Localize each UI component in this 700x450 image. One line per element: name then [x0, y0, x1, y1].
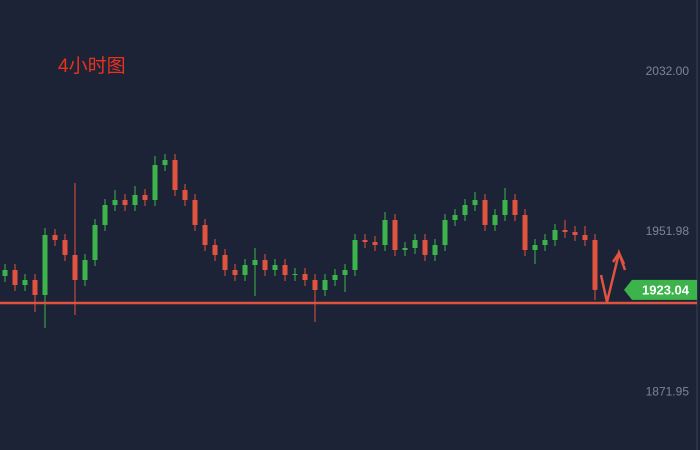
- candle-body: [262, 260, 268, 270]
- candle-body: [462, 205, 468, 215]
- candle-body: [252, 260, 258, 265]
- candle-body: [22, 280, 28, 285]
- last-price-tag: [624, 279, 697, 300]
- candle-body: [522, 215, 528, 250]
- candle-body: [282, 265, 288, 275]
- candle-body: [2, 270, 8, 276]
- candle-body: [362, 240, 368, 242]
- candle-body: [572, 232, 578, 235]
- candle-body: [472, 200, 478, 205]
- candle-body: [302, 274, 308, 280]
- candle-body: [372, 242, 378, 245]
- candle-body: [122, 200, 128, 205]
- candle-body: [442, 220, 448, 245]
- candle-body: [192, 200, 198, 225]
- candle-body: [482, 200, 488, 225]
- candle-body: [432, 245, 438, 255]
- arrow-head: [611, 250, 626, 265]
- candle-body: [542, 240, 548, 245]
- candle-body: [42, 235, 48, 295]
- candle-body: [92, 225, 98, 260]
- candle-body: [272, 265, 278, 270]
- candle-body: [72, 255, 78, 280]
- candle-body: [182, 190, 188, 200]
- candle-body: [552, 230, 558, 240]
- candle-body: [52, 235, 58, 240]
- candle-body: [222, 255, 228, 270]
- y-tick-label: 2032.00: [646, 64, 690, 78]
- candle-body: [242, 265, 248, 275]
- candle-body: [392, 220, 398, 250]
- candle-body: [382, 220, 388, 245]
- candle-body: [62, 240, 68, 255]
- candle-body: [582, 235, 588, 240]
- candle-body: [512, 200, 518, 215]
- last-price-label: 1923.04: [642, 282, 690, 297]
- y-tick-label: 1951.98: [646, 224, 690, 238]
- candle-body: [32, 280, 38, 295]
- candles: [2, 154, 598, 328]
- candle-body: [592, 240, 598, 290]
- candle-body: [102, 205, 108, 225]
- chart-title: 4小时图: [58, 55, 126, 77]
- candle-body: [212, 245, 218, 255]
- candle-body: [332, 275, 338, 280]
- candle-body: [492, 215, 498, 225]
- candle-body: [152, 165, 158, 200]
- candle-body: [162, 160, 168, 165]
- candle-body: [172, 160, 178, 190]
- candle-body: [112, 200, 118, 205]
- candle-body: [342, 270, 348, 275]
- candle-body: [312, 280, 318, 290]
- candle-body: [142, 195, 148, 200]
- candle-body: [202, 225, 208, 245]
- candle-body: [562, 230, 568, 232]
- candle-body: [82, 260, 88, 280]
- candle-body: [412, 240, 418, 248]
- candle-body: [292, 274, 298, 275]
- candle-body: [532, 245, 538, 250]
- y-tick-label: 1871.95: [646, 384, 690, 398]
- candle-body: [12, 270, 18, 285]
- candle-body: [232, 270, 238, 275]
- candle-body: [502, 200, 508, 215]
- candle-body: [422, 240, 428, 255]
- candle-body: [402, 248, 408, 250]
- candle-body: [452, 215, 458, 220]
- candle-body: [352, 240, 358, 270]
- candle-body: [322, 280, 328, 290]
- candle-body: [132, 195, 138, 205]
